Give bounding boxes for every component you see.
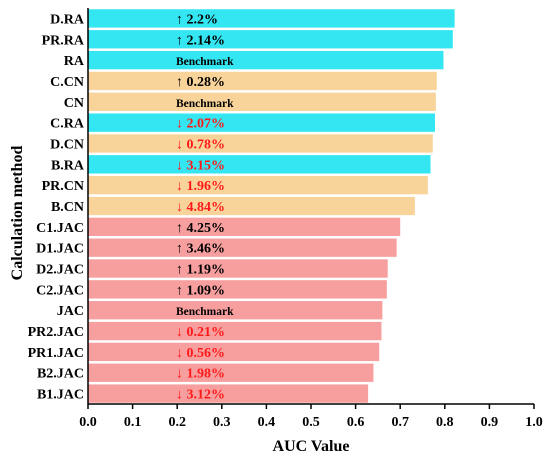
bar-label-c1-jac: ↑ 4.25% [176, 221, 225, 236]
category-label-b-cn: B.CN [51, 200, 84, 215]
category-label-ra: RA [64, 54, 85, 69]
bar-b1-jac [88, 384, 369, 403]
bar-pr-cn [88, 175, 428, 195]
category-label-pr-cn: PR.CN [42, 179, 84, 194]
bar-label-b2-jac: ↓ 1.98% [176, 367, 225, 382]
bar-c2-jac [88, 280, 387, 299]
bars-layer [88, 9, 455, 403]
bar-pr-ra [88, 30, 453, 49]
bar-label-cn: Benchmark [176, 98, 234, 110]
bar-label-b-ra: ↓ 3.15% [176, 158, 225, 173]
bar-label-c2-jac: ↑ 1.09% [176, 283, 225, 298]
bar-label-c-ra: ↓ 2.07% [176, 117, 225, 132]
category-label-c-cn: C.CN [50, 75, 84, 90]
category-label-c1-jac: C1.JAC [36, 221, 84, 236]
bar-label-pr-ra: ↑ 2.14% [176, 33, 225, 48]
y-axis-title: Calculation method [9, 146, 26, 281]
bar-pr1-jac [88, 342, 380, 362]
bar-label-d2-jac: ↑ 1.19% [176, 263, 225, 278]
category-label-b1-jac: B1.JAC [37, 388, 84, 403]
bar-label-pr1-jac: ↓ 0.56% [176, 346, 225, 361]
bar-cn [88, 92, 436, 111]
bar-b-cn [88, 196, 415, 216]
bar-ra [88, 50, 444, 70]
bar-b-ra [88, 155, 431, 174]
x-tick-label: 0.1 [124, 415, 142, 430]
bar-c1-jac [88, 217, 401, 237]
category-label-pr-ra: PR.RA [42, 33, 85, 48]
category-label-b2-jac: B2.JAC [37, 367, 84, 382]
bar-label-b1-jac: ↓ 3.12% [176, 388, 225, 403]
bar-c-ra [88, 113, 435, 132]
bar-pr2-jac [88, 321, 382, 341]
bar-label-ra: Benchmark [176, 56, 234, 68]
category-label-d2-jac: D2.JAC [36, 263, 84, 278]
bar-b2-jac [88, 363, 374, 382]
x-tick-label: 1.0 [525, 415, 543, 430]
x-tick-label: 0.7 [391, 415, 409, 430]
bar-label-d-ra: ↑ 2.2% [176, 12, 218, 27]
category-label-pr1-jac: PR1.JAC [28, 346, 84, 361]
bar-c-cn [88, 71, 437, 91]
x-tick-label: 0.3 [213, 415, 231, 430]
x-axis-title: AUC Value [273, 438, 350, 455]
bar-labels-layer: ↑ 2.2% ↑ 2.14% Benchmark ↑ 0.28% Benchmark ↓ … [176, 12, 234, 402]
bar-label-jac: Benchmark [176, 306, 234, 318]
bar-label-d1-jac: ↑ 3.46% [176, 242, 225, 257]
category-label-cn: CN [64, 96, 84, 111]
bar-d1-jac [88, 238, 397, 257]
x-tick-label: 0.8 [436, 415, 454, 430]
x-tick-label: 0.4 [258, 415, 276, 430]
bar-label-d-cn: ↓ 0.78% [176, 137, 225, 152]
category-label-pr2-jac: PR2.JAC [28, 325, 84, 340]
bar-jac [88, 301, 383, 320]
bar-label-c-cn: ↑ 0.28% [176, 75, 225, 90]
x-tick-label: 0.0 [79, 415, 97, 430]
x-tick-label: 0.6 [347, 415, 365, 430]
x-tick-label: 0.2 [168, 415, 186, 430]
x-ticks-layer: 0.0 0.1 0.2 0.3 0.4 0.5 0.6 0.7 0.8 0.9 1.0 [79, 404, 543, 430]
x-tick-label: 0.5 [302, 415, 320, 430]
category-labels-layer: D.RA PR.RA RA C.CN CN C.RA D.CN B.RA PR.CN B.CN C1… [28, 12, 85, 402]
category-label-d-cn: D.CN [50, 137, 84, 152]
category-label-b-ra: B.RA [51, 158, 85, 173]
bar-label-b-cn: ↓ 4.84% [176, 200, 225, 215]
x-tick-label: 0.9 [481, 415, 499, 430]
category-label-c2-jac: C2.JAC [36, 283, 84, 298]
bar-d-cn [88, 134, 433, 153]
bar-label-pr-cn: ↓ 1.96% [176, 179, 225, 194]
category-label-d-ra: D.RA [50, 12, 85, 27]
category-label-jac: JAC [57, 304, 84, 319]
category-label-d1-jac: D1.JAC [36, 242, 84, 257]
bar-d2-jac [88, 259, 388, 278]
bar-d-ra [88, 9, 455, 28]
bar-label-pr2-jac: ↓ 0.21% [176, 325, 225, 340]
category-label-c-ra: C.RA [50, 117, 85, 132]
